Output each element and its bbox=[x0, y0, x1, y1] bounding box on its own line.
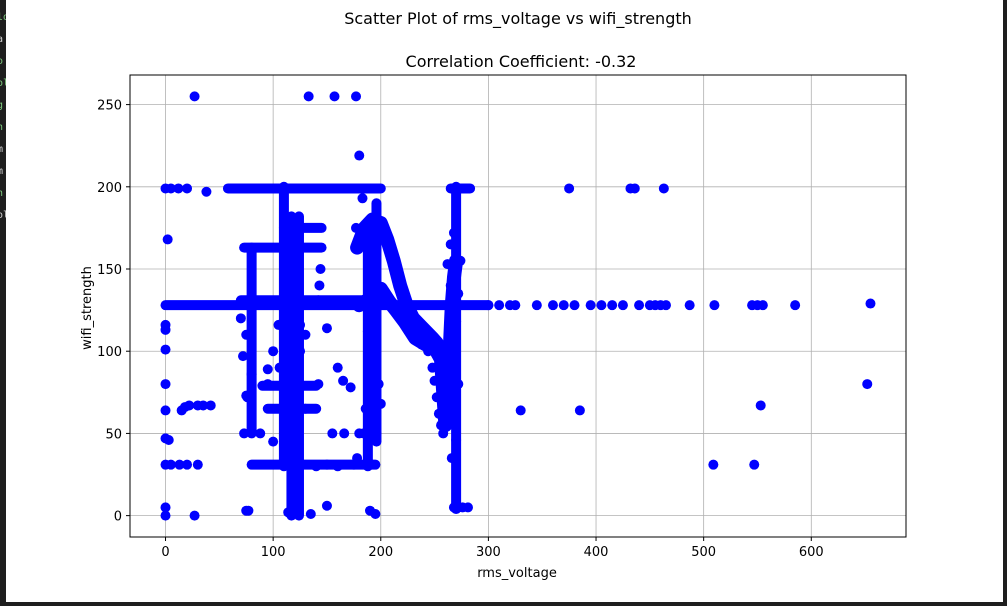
scatter-point bbox=[174, 459, 185, 470]
axis-ticks: 0 100 200 300 400 500 600 0 50 100 150 200 250 bbox=[97, 99, 824, 560]
scatter-point bbox=[757, 300, 768, 311]
scatter-point bbox=[515, 405, 526, 416]
scatter-point bbox=[329, 91, 340, 102]
scatter-point bbox=[198, 400, 209, 411]
scatter-point bbox=[564, 183, 575, 194]
scatter-point bbox=[173, 183, 184, 194]
x-tick-label: 300 bbox=[476, 545, 501, 560]
scatter-point bbox=[585, 300, 596, 311]
x-tick-label: 0 bbox=[161, 545, 169, 560]
x-tick-label: 200 bbox=[368, 545, 393, 560]
scatter-point bbox=[182, 459, 193, 470]
figure-canvas: Scatter Plot of rms_voltage vs wifi_stre… bbox=[6, 0, 1003, 602]
scatter-point bbox=[462, 502, 473, 513]
scatter-point bbox=[865, 298, 876, 309]
scatter-point bbox=[182, 183, 193, 194]
scatter-point bbox=[862, 379, 873, 390]
y-axis-label: wifi_strength bbox=[80, 266, 95, 350]
scatter-point bbox=[790, 300, 801, 311]
y-tick-label: 0 bbox=[114, 510, 122, 525]
scatter-point bbox=[684, 300, 695, 311]
scatter-point bbox=[596, 300, 607, 311]
scatter-point bbox=[510, 300, 521, 311]
scatter-point bbox=[239, 428, 250, 439]
chart-title: Correlation Coefficient: -0.32 bbox=[406, 52, 637, 71]
scatter-point bbox=[357, 193, 368, 204]
y-tick-label: 200 bbox=[97, 181, 122, 196]
scatter-point bbox=[189, 91, 200, 102]
scatter-point bbox=[303, 91, 314, 102]
scatter-point bbox=[189, 510, 200, 521]
scatter-point bbox=[749, 459, 760, 470]
x-tick-label: 100 bbox=[261, 545, 286, 560]
terminal-edge: ld a o ol g n m m n ol bbox=[0, 0, 6, 606]
y-tick-label: 150 bbox=[97, 263, 122, 278]
scatter-point bbox=[755, 400, 766, 411]
x-axis-label: rms_voltage bbox=[477, 566, 557, 581]
scatter-point bbox=[165, 183, 176, 194]
axes-frame bbox=[129, 74, 907, 538]
scatter-point bbox=[547, 300, 558, 311]
y-tick-label: 250 bbox=[97, 99, 122, 114]
scatter-point bbox=[629, 183, 640, 194]
data-points bbox=[160, 91, 876, 521]
scatter-point bbox=[617, 300, 628, 311]
scatter-point bbox=[268, 436, 279, 447]
scatter-point bbox=[660, 300, 671, 311]
scatter-point bbox=[243, 505, 254, 516]
scatter-point bbox=[345, 382, 356, 393]
scatter-point bbox=[205, 400, 216, 411]
scatter-point bbox=[192, 459, 203, 470]
scatter-point bbox=[238, 351, 249, 362]
scatter-point bbox=[494, 300, 505, 311]
scatter-point bbox=[709, 300, 720, 311]
window-border-right bbox=[1003, 0, 1007, 606]
scatter-point bbox=[658, 183, 669, 194]
scatter-point bbox=[160, 324, 171, 335]
scatter-point-cluster bbox=[352, 281, 453, 433]
scatter-point bbox=[338, 375, 349, 386]
scatter-point bbox=[321, 500, 332, 511]
scatter-point bbox=[314, 280, 325, 291]
scatter-point bbox=[305, 508, 316, 519]
scatter-point bbox=[321, 323, 332, 334]
scatter-point bbox=[531, 300, 542, 311]
scatter-point bbox=[184, 400, 195, 411]
scatter-point bbox=[160, 405, 171, 416]
x-tick-label: 500 bbox=[691, 545, 716, 560]
x-tick-label: 600 bbox=[799, 545, 824, 560]
scatter-point bbox=[315, 264, 326, 275]
scatter-point bbox=[262, 364, 273, 375]
scatter-point bbox=[574, 405, 585, 416]
scatter-point bbox=[558, 300, 569, 311]
scatter-plot: Scatter Plot of rms_voltage vs wifi_stre… bbox=[80, 9, 907, 581]
scatter-point bbox=[370, 508, 381, 519]
scatter-point bbox=[569, 300, 580, 311]
scatter-point bbox=[607, 300, 618, 311]
scatter-point bbox=[201, 186, 212, 197]
scatter-point bbox=[160, 344, 171, 355]
scatter-point bbox=[165, 459, 176, 470]
scatter-point bbox=[351, 91, 362, 102]
x-tick-label: 400 bbox=[584, 545, 609, 560]
scatter-point bbox=[354, 150, 365, 161]
scatter-point bbox=[327, 428, 338, 439]
scatter-point bbox=[163, 434, 174, 445]
scatter-point bbox=[332, 362, 343, 373]
chart-suptitle: Scatter Plot of rms_voltage vs wifi_stre… bbox=[344, 9, 692, 29]
scatter-point bbox=[268, 346, 279, 357]
scatter-point bbox=[160, 379, 171, 390]
scatter-point bbox=[255, 428, 266, 439]
scatter-point bbox=[708, 459, 719, 470]
scatter-point bbox=[160, 510, 171, 521]
scatter-point bbox=[235, 313, 246, 324]
window-border-bottom bbox=[0, 602, 1007, 606]
y-tick-label: 50 bbox=[105, 427, 122, 442]
y-tick-label: 100 bbox=[97, 345, 122, 360]
scatter-point bbox=[634, 300, 645, 311]
scatter-point bbox=[160, 502, 171, 513]
scatter-point bbox=[339, 428, 350, 439]
scatter-point bbox=[162, 234, 173, 245]
